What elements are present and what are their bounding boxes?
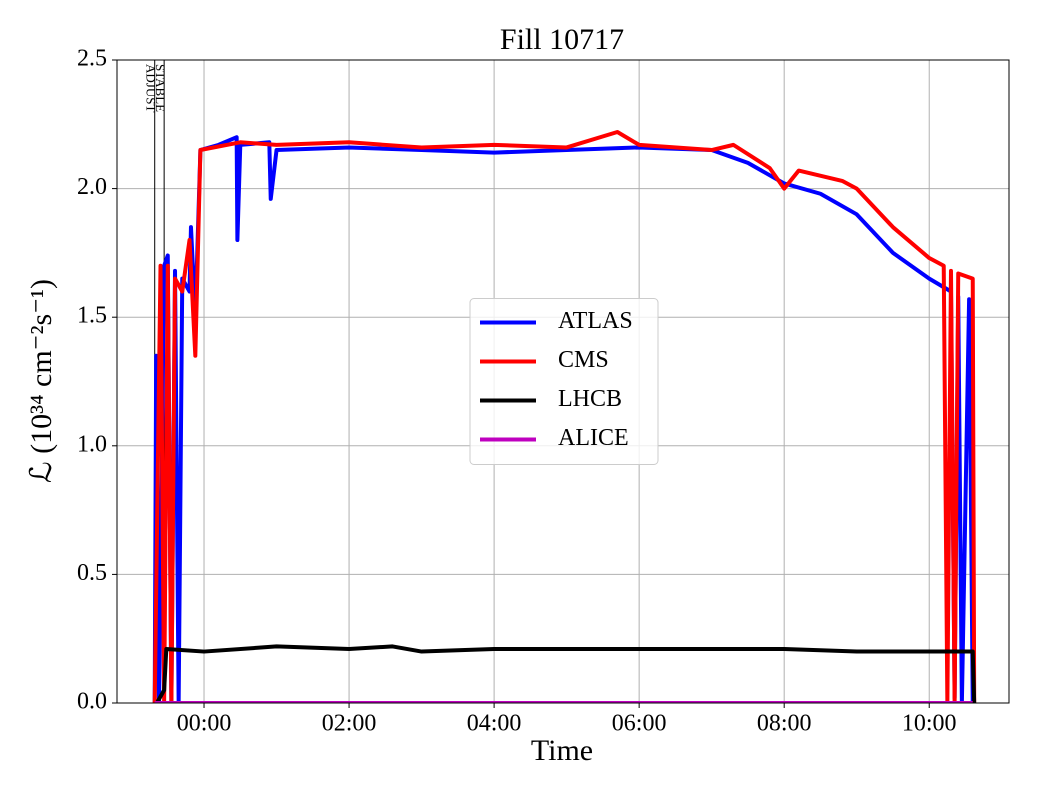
x-tick-label: 00:00 xyxy=(177,711,232,737)
y-axis-label: ℒ (10³⁴ cm⁻²s⁻¹) xyxy=(25,279,58,483)
x-tick-label: 02:00 xyxy=(322,711,377,737)
legend-label: LHCB xyxy=(558,386,622,412)
line-series xyxy=(152,130,977,703)
x-tick-label: 06:00 xyxy=(612,711,667,737)
y-tick-label: 0.0 xyxy=(77,689,107,715)
x-axis-label: Time xyxy=(531,734,593,767)
y-tick-label: 2.5 xyxy=(77,46,107,72)
x-tick-label: 08:00 xyxy=(757,711,812,737)
x-tick-label: 10:00 xyxy=(902,711,957,737)
y-tick-label: 1.0 xyxy=(77,431,107,457)
plot-frame xyxy=(116,59,1010,704)
x-tick-label: 04:00 xyxy=(467,711,522,737)
y-tick-label: 1.5 xyxy=(77,303,107,329)
annotation-label: ADJUST xyxy=(144,64,159,112)
legend-label: CMS xyxy=(558,347,609,373)
chart-title: Fill 10717 xyxy=(500,23,624,56)
y-tick-label: 2.0 xyxy=(77,174,107,200)
legend-box xyxy=(469,298,659,465)
y-tick-label: 0.5 xyxy=(77,560,107,586)
legend-label: ATLAS xyxy=(558,308,633,334)
legend-label: ALICE xyxy=(558,425,629,451)
line-series xyxy=(155,644,977,703)
annotation-label: STABLE xyxy=(153,64,168,112)
